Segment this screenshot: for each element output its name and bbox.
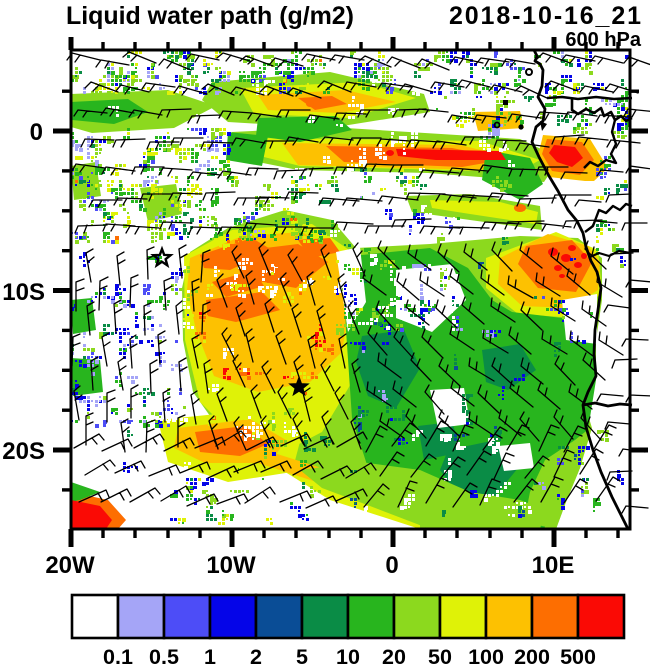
svg-text:Liquid water path (g/m2): Liquid water path (g/m2)	[66, 2, 354, 30]
svg-text:10: 10	[336, 645, 360, 667]
svg-text:0: 0	[30, 119, 43, 146]
svg-text:20: 20	[382, 645, 406, 667]
svg-text:200: 200	[514, 645, 550, 667]
svg-text:10E: 10E	[532, 552, 575, 579]
svg-text:20S: 20S	[2, 438, 45, 465]
svg-text:1: 1	[204, 645, 216, 667]
svg-text:5: 5	[296, 645, 308, 667]
svg-text:0.1: 0.1	[103, 645, 133, 667]
svg-text:0: 0	[385, 552, 398, 579]
svg-text:600 hPa: 600 hPa	[565, 29, 641, 51]
svg-text:10W: 10W	[206, 552, 256, 579]
svg-text:50: 50	[428, 645, 452, 667]
svg-text:500: 500	[560, 645, 596, 667]
svg-text:2018-10-16_21: 2018-10-16_21	[449, 2, 641, 30]
svg-text:100: 100	[468, 645, 504, 667]
svg-text:0.5: 0.5	[149, 645, 179, 667]
svg-text:2: 2	[250, 645, 262, 667]
svg-text:20W: 20W	[45, 552, 95, 579]
svg-text:10S: 10S	[2, 279, 45, 306]
